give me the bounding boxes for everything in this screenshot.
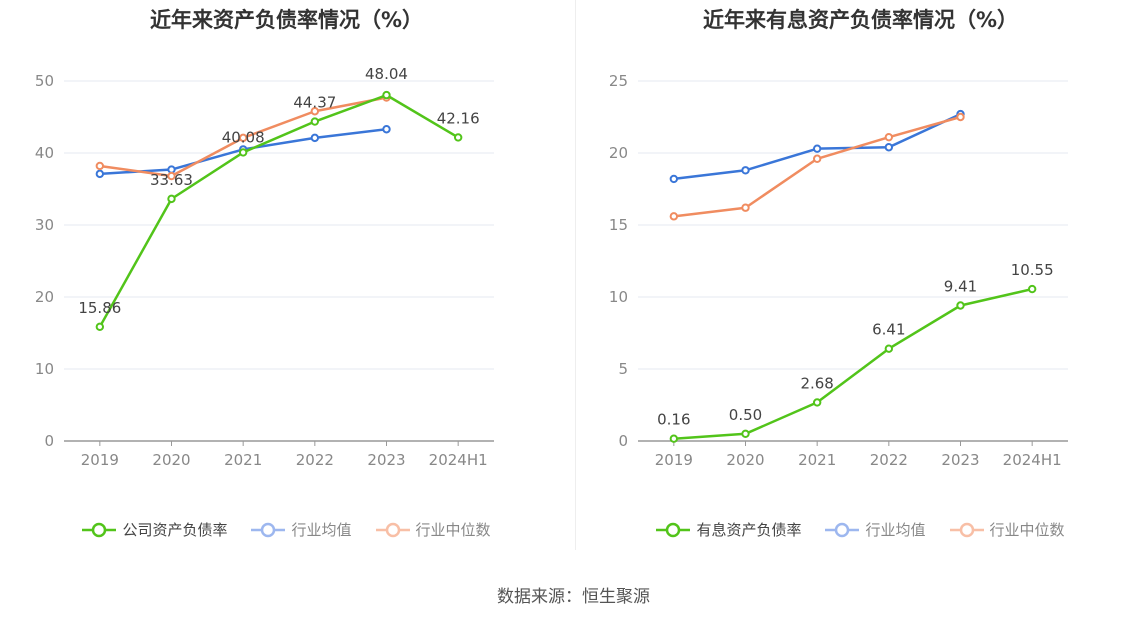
data-point	[669, 434, 679, 443]
chart-plot: 0 5 10 15 20 25 2019 2020 2021 2022 2023 2024H1 0.16…	[609, 72, 1068, 469]
data-label: 0.50	[729, 406, 762, 424]
legend-marker-icon	[82, 522, 117, 537]
x-tick-label: 2023	[941, 451, 979, 469]
data-point	[95, 322, 105, 332]
data-point	[884, 132, 894, 142]
data-point	[741, 429, 750, 438]
data-point	[310, 133, 320, 143]
x-tick-label: 2021	[798, 451, 836, 469]
panel-divider	[575, 0, 576, 550]
legend-label: 行业均值	[865, 521, 926, 539]
data-label: 9.41	[944, 277, 977, 295]
x-tick-label: 2020	[726, 451, 764, 469]
legend-marker-icon	[375, 522, 410, 537]
data-label: 0.16	[657, 411, 690, 429]
legend-item[interactable]: 有息资产负债率	[656, 519, 801, 540]
legend-label: 公司资产负债率	[122, 521, 228, 539]
y-tick-label: 0	[618, 432, 628, 450]
x-tick-label: 2019	[655, 451, 693, 469]
data-point	[1027, 284, 1037, 294]
data-point	[741, 203, 750, 212]
legend-label: 有息资产负债率	[696, 521, 802, 539]
legend-item[interactable]: 行业均值	[251, 519, 352, 540]
data-point	[95, 169, 105, 179]
legend-label: 行业中位数	[989, 521, 1065, 539]
x-tick-label: 2022	[296, 451, 334, 469]
y-tick-label: 15	[609, 216, 628, 234]
data-label: 6.41	[872, 321, 905, 339]
y-tick-label: 20	[35, 288, 54, 306]
x-tick-label: 2024H1	[1003, 451, 1062, 469]
x-tick-label: 2024H1	[429, 451, 488, 469]
data-point	[453, 133, 463, 142]
legend-marker-icon	[251, 522, 286, 537]
data-point	[741, 166, 750, 175]
y-tick-label: 50	[35, 72, 54, 90]
data-point	[884, 344, 894, 353]
x-tick-label: 2019	[81, 451, 119, 469]
y-tick-label: 25	[609, 72, 628, 90]
x-tick-label: 2021	[224, 451, 262, 469]
data-point	[956, 301, 965, 310]
chart-panel-debt-ratio: 近年来资产负债率情况（%） 0 10 20 30 40 50 2019 2020 2021 202…	[0, 0, 573, 560]
y-tick-label: 20	[609, 144, 628, 162]
chart-title: 近年来资产负债率情况（%）	[149, 8, 424, 32]
data-label: 10.55	[1011, 261, 1054, 279]
data-label: 44.37	[293, 94, 336, 112]
chart-plot: 0 10 20 30 40 50 2019 2020 2021 2022 2023 2024H1 15.…	[35, 65, 494, 469]
chart-panel-interest-debt-ratio: 近年来有息资产负债率情况（%） 0 5 10 15 20 25 2019 2020 2021 20…	[574, 0, 1147, 560]
data-point	[669, 212, 679, 221]
legend-marker-icon	[656, 522, 691, 537]
legend-marker-icon	[949, 522, 984, 537]
y-tick-label: 10	[609, 288, 628, 306]
chart-legend: 公司资产负债率 行业均值 行业中位数	[0, 519, 573, 540]
legend-item[interactable]: 公司资产负债率	[82, 519, 227, 540]
x-tick-label: 2022	[870, 451, 908, 469]
y-tick-label: 30	[35, 216, 54, 234]
legend-marker-icon	[825, 522, 860, 537]
data-point	[812, 398, 822, 407]
data-point	[310, 107, 320, 116]
data-point	[382, 90, 391, 100]
data-point	[884, 143, 894, 152]
y-tick-label: 10	[35, 360, 54, 378]
data-label: 40.08	[222, 128, 265, 146]
data-point	[238, 148, 248, 157]
y-tick-label: 5	[618, 360, 628, 378]
x-tick-label: 2023	[367, 451, 405, 469]
data-label: 15.86	[78, 299, 121, 317]
y-tick-label: 40	[35, 144, 54, 162]
legend-item[interactable]: 行业中位数	[375, 519, 491, 540]
data-point	[238, 133, 248, 143]
data-label: 42.16	[437, 109, 480, 127]
data-point	[167, 194, 176, 204]
legend-item[interactable]: 行业中位数	[949, 519, 1065, 540]
series-line	[98, 93, 459, 328]
chart-title: 近年来有息资产负债率情况（%）	[702, 8, 1019, 32]
source-note: 数据来源：恒生聚源	[497, 587, 650, 607]
x-tick-label: 2020	[152, 451, 190, 469]
series-line	[673, 287, 1033, 440]
legend-label: 行业中位数	[415, 521, 491, 539]
data-point	[812, 144, 822, 153]
data-point	[167, 171, 176, 181]
data-point	[812, 154, 822, 163]
data-point	[382, 125, 391, 134]
y-tick-label: 0	[44, 432, 54, 450]
chart-legend: 有息资产负债率 行业均值 行业中位数	[574, 519, 1147, 540]
data-point	[310, 117, 320, 126]
legend-item[interactable]: 行业均值	[825, 519, 926, 540]
legend-label: 行业均值	[291, 521, 352, 539]
data-point	[95, 161, 105, 171]
data-label: 48.04	[365, 65, 408, 83]
data-label: 33.63	[150, 171, 193, 189]
series-line	[673, 115, 961, 218]
data-point	[669, 174, 679, 184]
data-label: 2.68	[800, 374, 833, 392]
data-point	[956, 112, 965, 122]
